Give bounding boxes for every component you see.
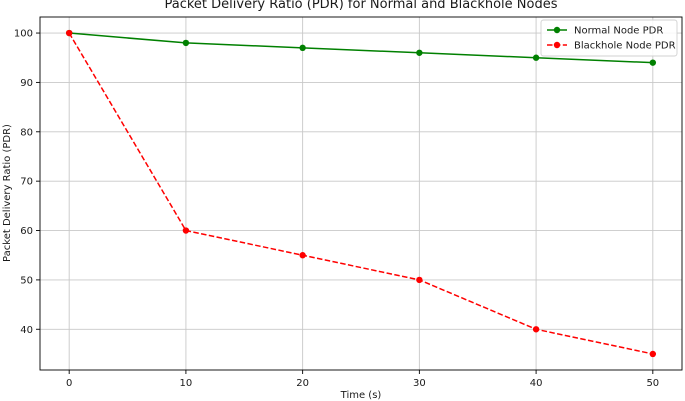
x-tick-label: 50 [646,378,659,389]
blackhole-node-pdr-series [65,29,657,358]
blackhole-node-pdr-point [65,29,73,37]
legend-box [540,19,678,57]
y-tick-label: 60 [20,226,33,237]
chart-title: Packet Delivery Ratio (PDR) for Normal a… [165,0,558,12]
blackhole-node-pdr-point [532,326,540,333]
blackhole-node-pdr-line [68,32,653,355]
plot-area [39,16,683,371]
normal-node-pdr-point [416,49,423,56]
axis-ticks: 0 10 20 30 40 50 40 50 60 70 80 90 100 [14,29,659,389]
y-tick-label: 80 [20,127,33,138]
normal-node-pdr-point [649,59,657,66]
legend-item: Blackhole Node PDR [547,41,676,52]
normal-node-pdr-series [65,29,657,66]
x-tick-label: 30 [413,378,426,389]
x-tick-label: 10 [180,378,193,389]
legend-label: Blackhole Node PDR [574,41,676,52]
x-tick-label: 20 [296,378,309,389]
blackhole-node-pdr-point [182,227,190,234]
blackhole-node-pdr-point [416,276,423,284]
blackhole-node-pdr-point [299,252,306,259]
normal-node-pdr-line [69,32,653,64]
y-tick-label: 40 [20,325,33,336]
normal-node-pdr-point [299,44,306,52]
legend-label: Normal Node PDR [574,26,663,37]
x-tick-label: 0 [66,378,72,389]
legend: Normal Node PDR Blackhole Node PDR [540,19,678,57]
y-axis-label: Packet Delivery Ratio (PDR) [2,124,13,262]
y-tick-label: 70 [20,177,33,188]
legend-marker-swatch [553,41,561,49]
y-tick-label: 100 [14,29,33,40]
y-tick-label: 90 [20,78,33,89]
blackhole-node-pdr-point [649,350,657,358]
legend-item: Normal Node PDR [547,26,663,37]
grid [40,17,682,370]
series-layer [65,29,657,358]
x-axis-label: Time (s) [340,390,382,401]
legend-marker-swatch [553,26,561,34]
y-tick-label: 50 [20,275,33,286]
normal-node-pdr-point [182,39,190,47]
x-tick-label: 40 [530,378,543,389]
normal-node-pdr-point [532,54,540,61]
